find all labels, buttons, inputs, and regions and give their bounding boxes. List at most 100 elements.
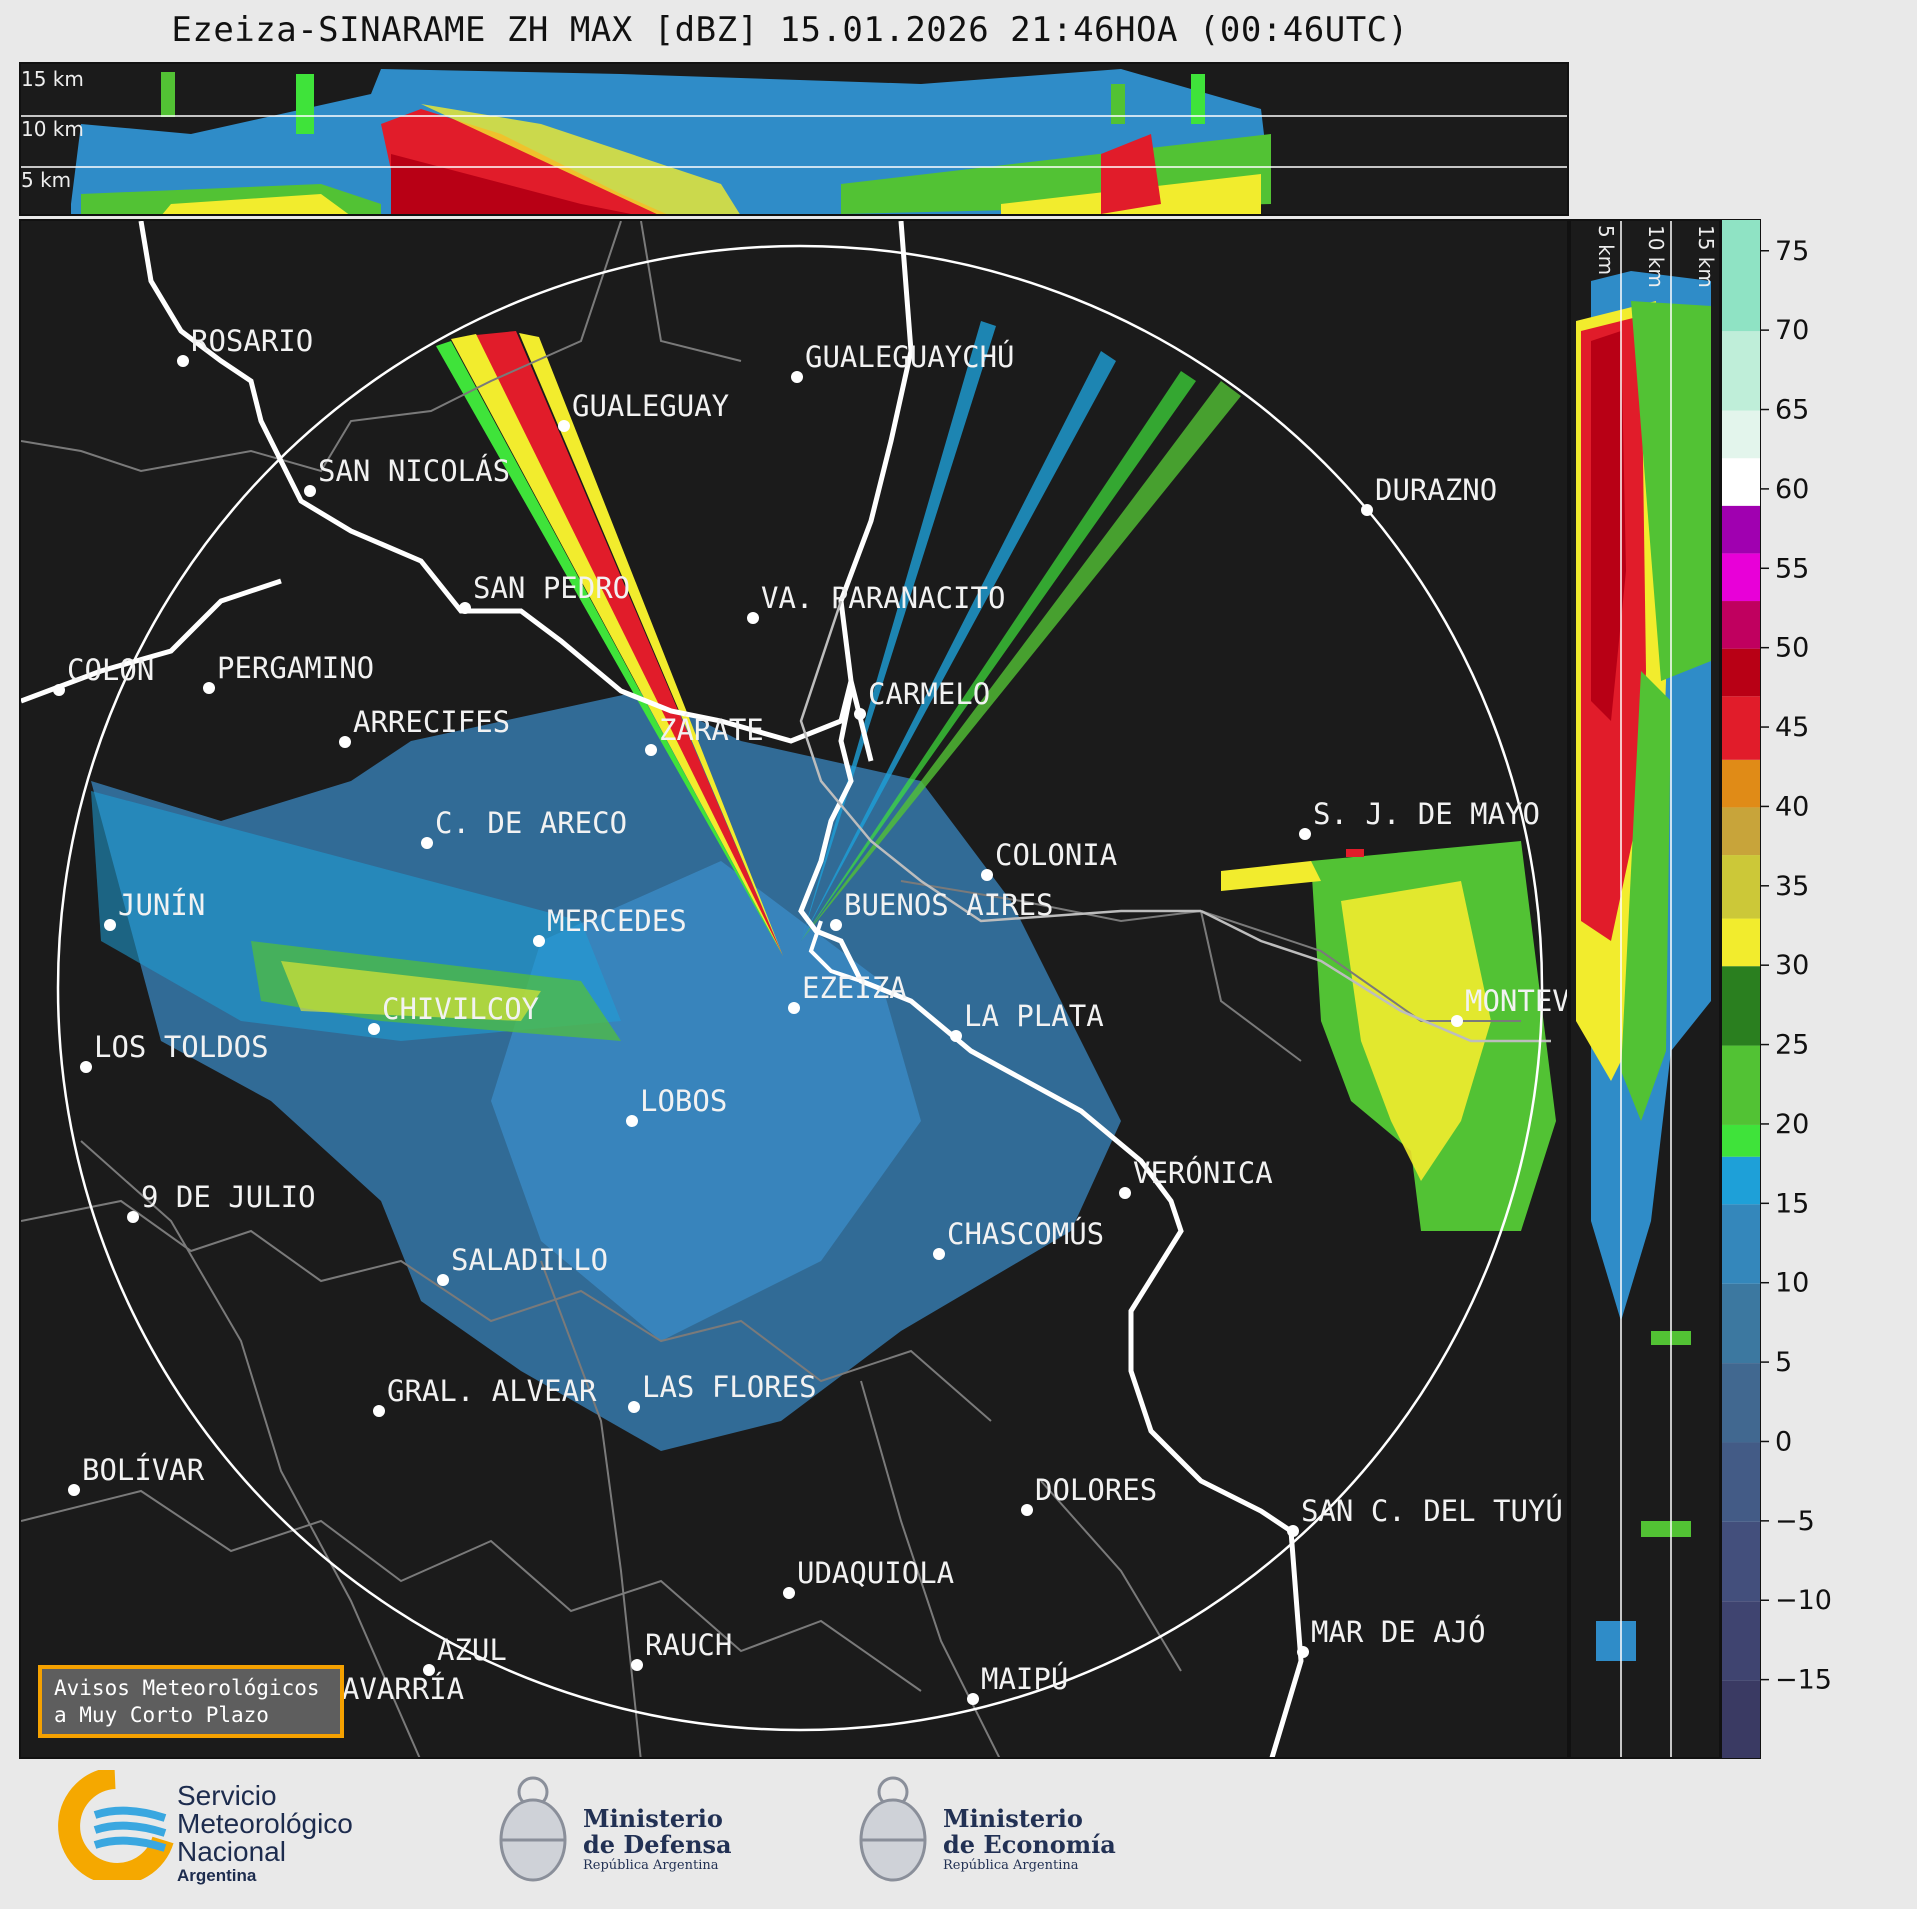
colorbar-tick-label: 20 <box>1775 1109 1809 1140</box>
city-label-va-paranacito: VA. PARANACITO <box>761 581 1005 615</box>
city-label-carmelo: CARMELO <box>868 677 990 711</box>
city-label-azul: AZUL <box>437 1633 507 1667</box>
smn-line-2: Meteorológico <box>177 1808 353 1839</box>
warning-line-1: Avisos Meteorológicos <box>54 1676 320 1700</box>
city-mar-de-ajo[interactable]: MAR DE AJÓ <box>1297 1615 1486 1658</box>
city-buenos-aires[interactable]: BUENOS AIRES <box>830 888 1054 931</box>
city-label-gral-alvear: GRAL. ALVEAR <box>387 1374 597 1408</box>
city-gualeguaychu[interactable]: GUALEGUAYCHÚ <box>791 340 1015 383</box>
economia-logo: Ministerio de Economía República Argenti… <box>855 1770 1135 1890</box>
colorbar-band-10 <box>1722 966 1760 1046</box>
colorbar-band-16 <box>1722 648 1760 697</box>
city-los-toldos[interactable]: LOS TOLDOS <box>80 1030 269 1073</box>
colorbar-tick-label: −10 <box>1775 1585 1832 1616</box>
city-ezeiza[interactable]: EZEIZA <box>788 971 907 1014</box>
colorbar-tick-label: 30 <box>1775 950 1809 981</box>
city-label-udaquiola: UDAQUIOLA <box>797 1556 954 1590</box>
colorbar-band-3 <box>1722 1442 1760 1522</box>
city-chivilcoy[interactable]: CHIVILCOY <box>368 992 539 1035</box>
city-pergamino[interactable]: PERGAMINO <box>203 651 374 694</box>
east-storm-cell <box>1221 841 1556 1231</box>
city-udaquiola[interactable]: UDAQUIOLA <box>783 1556 954 1599</box>
city-label-las-flores: LAS FLORES <box>642 1370 817 1404</box>
city-rosario[interactable]: ROSARIO <box>177 324 313 367</box>
city-colon[interactable]: COLON <box>53 653 154 696</box>
side-label-10km: 10 km <box>1644 225 1668 288</box>
colorbar-band-14 <box>1722 759 1760 808</box>
city-mercedes[interactable]: MERCEDES <box>533 904 687 947</box>
city-carmelo[interactable]: CARMELO <box>854 677 990 720</box>
city-montevideo[interactable]: MONTEV <box>1451 984 1569 1027</box>
city-label-san-clemente: SAN C. DEL TUYÚ <box>1301 1494 1563 1528</box>
city-label-gualeguay: GUALEGUAY <box>572 389 729 423</box>
colorbar-band-15 <box>1722 696 1760 760</box>
city-label-colon: COLON <box>67 653 154 687</box>
city-va-paranacito[interactable]: VA. PARANACITO <box>747 581 1005 624</box>
city-label-lobos: LOBOS <box>640 1084 727 1118</box>
smn-logo: Servicio Meteorológico Nacional Argentin… <box>55 1770 395 1890</box>
economia-line-3: República Argentina <box>943 1858 1079 1873</box>
top-label-5km: 5 km <box>21 168 71 192</box>
city-carmen-de-areco[interactable]: C. DE ARECO <box>421 806 627 849</box>
city-san-jose-de-mayo[interactable]: S. J. DE MAYO <box>1299 797 1540 840</box>
city-lobos[interactable]: LOBOS <box>626 1084 727 1127</box>
city-junin[interactable]: JUNÍN <box>104 888 205 931</box>
colorbar-band-22 <box>1722 331 1760 411</box>
radar-map[interactable]: ROSARIO GUALEGUAYCHÚ GUALEGUAY SAN NICOL… <box>19 219 1569 1759</box>
city-gualeguay[interactable]: GUALEGUAY <box>558 389 729 432</box>
city-rauch[interactable]: RAUCH <box>631 1628 732 1671</box>
city-arrecifes[interactable]: ARRECIFES <box>339 705 510 748</box>
city-label-maipu: MAIPÚ <box>981 1662 1068 1696</box>
city-las-flores[interactable]: LAS FLORES <box>628 1370 817 1413</box>
side-label-5km: 5 km <box>1594 225 1618 275</box>
colorbar-band-9 <box>1722 1045 1760 1125</box>
colorbar-tick-label: 50 <box>1775 633 1809 664</box>
city-dolores[interactable]: DOLORES <box>1021 1473 1157 1516</box>
city-san-pedro[interactable]: SAN PEDRO <box>459 571 630 614</box>
range-ring <box>56 244 1544 1732</box>
colorbar-band-8 <box>1722 1124 1760 1157</box>
city-label-san-jose-de-mayo: S. J. DE MAYO <box>1313 797 1540 831</box>
city-azul[interactable]: AZUL <box>423 1633 507 1676</box>
city-san-clemente[interactable]: SAN C. DEL TUYÚ <box>1287 1494 1563 1537</box>
colorbar-band-18 <box>1722 553 1760 602</box>
colorbar-tick-label: 65 <box>1775 395 1809 426</box>
colorbar-band-17 <box>1722 601 1760 649</box>
colorbar-band-4 <box>1722 1363 1760 1443</box>
colorbar-tick-label: −15 <box>1775 1665 1832 1696</box>
top-label-15km: 15 km <box>21 67 84 91</box>
economia-seal-icon <box>859 1776 927 1882</box>
colorbar-band-2 <box>1722 1521 1760 1602</box>
city-label-bolivar: BOLÍVAR <box>82 1453 205 1487</box>
city-veronica[interactable]: VERÓNICA <box>1119 1156 1273 1199</box>
city-gral-alvear[interactable]: GRAL. ALVEAR <box>373 1374 597 1417</box>
defensa-seal-icon <box>499 1776 567 1882</box>
colorbar <box>1721 219 1761 1759</box>
city-label-montevideo: MONTEV <box>1465 984 1569 1018</box>
city-colonia[interactable]: COLONIA <box>981 838 1117 881</box>
city-san-nicolas[interactable]: SAN NICOLÁS <box>304 454 510 497</box>
city-label-carmen-de-areco: C. DE ARECO <box>435 806 627 840</box>
city-label-san-pedro: SAN PEDRO <box>473 571 630 605</box>
city-label-junin: JUNÍN <box>118 888 205 922</box>
smn-line-1: Servicio <box>177 1780 277 1811</box>
city-label-durazno: DURAZNO <box>1375 473 1497 507</box>
colorbar-tick-label: −5 <box>1775 1506 1815 1537</box>
city-bolivar[interactable]: BOLÍVAR <box>68 1453 205 1496</box>
city-la-plata[interactable]: LA PLATA <box>950 999 1104 1042</box>
colorbar-band-1 <box>1722 1601 1760 1681</box>
city-label-dolores: DOLORES <box>1035 1473 1157 1507</box>
city-chascomus[interactable]: CHASCOMÚS <box>933 1217 1104 1260</box>
city-zarate[interactable]: ZÁRATE <box>645 713 764 756</box>
city-label-colonia: COLONIA <box>995 838 1117 872</box>
chart-title: Ezeiza-SINARAME ZH MAX [dBZ] 15.01.2026 … <box>171 10 1409 50</box>
city-nueve-de-julio[interactable]: 9 DE JULIO <box>127 1180 316 1223</box>
city-durazno[interactable]: DURAZNO <box>1361 473 1497 516</box>
smn-line-4: Argentina <box>177 1866 257 1885</box>
city-saladillo[interactable]: SALADILLO <box>437 1243 608 1286</box>
rivers-and-borders-light <box>799 600 1551 1043</box>
city-label-ezeiza: EZEIZA <box>802 971 907 1005</box>
city-maipu[interactable]: MAIPÚ <box>967 1662 1068 1705</box>
colorbar-tick-label: 75 <box>1775 236 1809 267</box>
warning-box[interactable]: Avisos Meteorológicos a Muy Corto Plazo <box>38 1665 344 1738</box>
